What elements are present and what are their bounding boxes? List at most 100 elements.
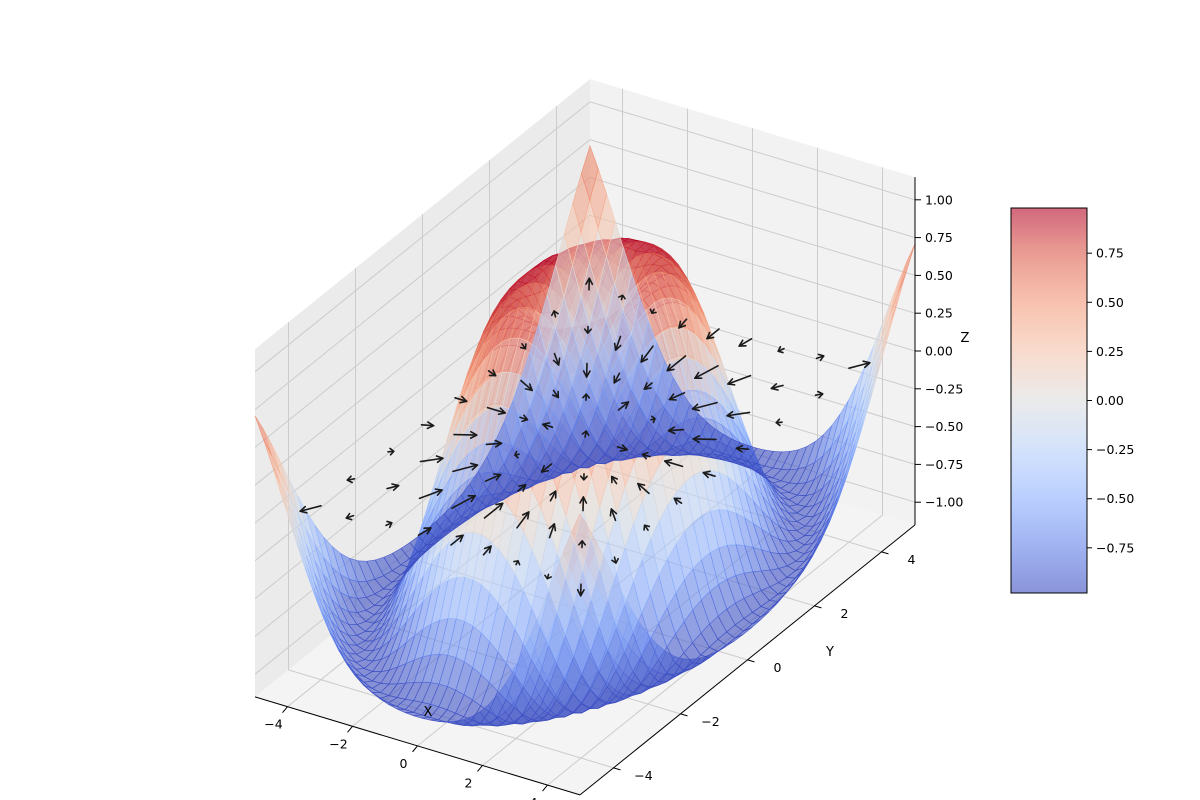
x-tick-label: 0	[400, 756, 408, 771]
quiver-arrow	[738, 337, 753, 347]
quiver-arrow	[519, 342, 527, 350]
quiver-arrow	[616, 444, 628, 452]
colorbar-fill	[1011, 208, 1087, 593]
quiver-arrow	[486, 406, 506, 416]
y-tick-label: −4	[634, 768, 652, 783]
quiver-arrow	[552, 352, 561, 366]
quiver-arrow	[579, 472, 588, 481]
grid-line	[589, 139, 916, 239]
quiver-arrow	[814, 390, 824, 399]
quiver-arrow	[617, 401, 630, 411]
quiver-arrow	[549, 490, 557, 502]
quiver-arrow	[649, 308, 657, 314]
z-tick-label: −0.25	[925, 381, 963, 396]
quiver-arrow	[666, 355, 687, 372]
z-tick-label: −1.00	[925, 495, 963, 510]
x-tick	[347, 725, 353, 733]
quiver-arrow	[299, 504, 322, 514]
colorbar-tick-label: 0.50	[1096, 295, 1124, 310]
quiver-arrow	[706, 328, 720, 340]
quiver-arrow	[419, 455, 444, 464]
z-tick-label: 0.50	[925, 268, 953, 283]
quiver-arrow	[544, 573, 552, 580]
grid-line	[589, 176, 916, 276]
quiver-arrow	[520, 379, 533, 392]
quiver-arrow	[548, 523, 557, 539]
x-tick-label: −2	[329, 736, 347, 751]
quiver-arrow	[540, 463, 553, 473]
quiver-arrow	[519, 414, 529, 423]
quiver-arrow	[650, 415, 656, 424]
colorbar-tick-label: −0.50	[1096, 491, 1134, 506]
surface-mesh	[254, 144, 916, 727]
quiver-arrow	[643, 382, 653, 390]
z-tick-label: −0.75	[925, 457, 963, 472]
quiver-arrow	[667, 426, 685, 435]
quiver-arrow	[668, 391, 686, 401]
quiver-arrow	[345, 512, 355, 521]
y-tick-label: 0	[774, 660, 782, 675]
y-tick-label: −2	[701, 714, 719, 729]
x-tick-label: 2	[465, 775, 473, 790]
grid-line	[589, 101, 916, 201]
quiver-arrow	[770, 383, 784, 391]
surface-facet	[581, 144, 599, 202]
z-tick-label: 0.75	[925, 230, 953, 245]
quiver-arrow	[579, 496, 588, 512]
x-tick	[412, 745, 418, 753]
quiver-arrow	[484, 473, 502, 483]
colorbar-tick-label: 0.00	[1096, 393, 1124, 408]
quiver-arrow	[777, 345, 785, 354]
quiver-arrow	[618, 294, 626, 301]
colorbar-tick-label: −0.75	[1096, 540, 1134, 555]
quiver-arrow	[517, 484, 527, 492]
quiver-arrow	[641, 451, 651, 460]
quiver-arrow	[692, 435, 717, 444]
quiver-arrow	[516, 511, 530, 529]
z-tick-label: −0.50	[925, 419, 963, 434]
z-tick-label: 1.00	[925, 192, 953, 207]
x-axis-label: X	[424, 705, 433, 720]
grid-line	[254, 139, 591, 410]
y-tick	[613, 767, 621, 771]
grid-line	[254, 177, 591, 448]
quiver-arrow	[815, 353, 825, 362]
quiver-arrow	[582, 362, 591, 378]
tick-labels: −4 −2 0 2 4 −4 −2 0 2 4 −1.00 −0.75 −0.50 −0.25 0.00 0.…	[264, 192, 963, 800]
quiver-arrow	[454, 395, 468, 404]
quiver-arrow	[610, 475, 619, 485]
quiver-arrow	[576, 583, 585, 597]
quiver-arrow	[611, 556, 619, 564]
quiver-arrow	[513, 560, 521, 566]
quiver-arrow	[775, 418, 783, 427]
quiver-arrow	[585, 277, 594, 291]
quiver-arrow	[387, 447, 395, 456]
colorbar: −0.75 −0.50 −0.25 0.00 0.25 0.50 0.75	[1010, 207, 1134, 594]
quiver-arrow	[485, 439, 503, 448]
y-tick	[881, 551, 889, 555]
quiver-arrow	[637, 482, 650, 495]
quiver-arrow	[848, 360, 871, 370]
quiver-arrow	[346, 475, 356, 484]
quiver-arrow	[609, 508, 618, 522]
x-tick	[542, 784, 548, 792]
quiver-arrow	[583, 325, 592, 334]
y-tick	[814, 605, 822, 609]
quiver-arrow	[691, 401, 718, 412]
quiver-arrow	[450, 534, 464, 546]
quiver-arrow	[542, 422, 554, 430]
quiver-arrow	[640, 345, 654, 363]
quiver-arrow	[702, 470, 716, 479]
quiver-arrow	[678, 318, 688, 329]
y-tick-label: 2	[841, 606, 849, 621]
y-tick-label: 4	[908, 552, 916, 567]
quiver-arrow	[664, 458, 684, 468]
z-axis-label: Z	[961, 331, 970, 346]
quiver-arrow	[551, 310, 559, 318]
quiver-arrow	[417, 527, 432, 537]
quiver-arrow	[420, 421, 435, 430]
z-tick-label: 0.25	[925, 306, 953, 321]
x-tick	[282, 706, 288, 714]
x-tick-label: −4	[264, 717, 282, 732]
